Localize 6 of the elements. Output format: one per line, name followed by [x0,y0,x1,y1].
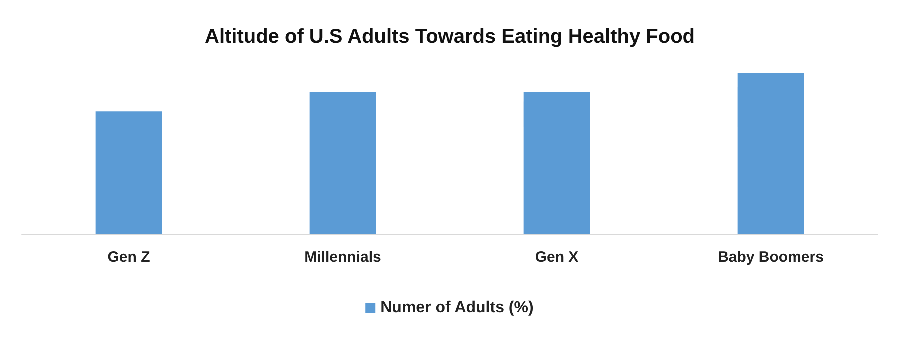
x-tick-label: Gen Z [108,249,150,266]
x-tick-label: Baby Boomers [718,249,824,266]
legend-label: Numer of Adults (%) [380,300,534,316]
chart-title: Altitude of U.S Adults Towards Eating Healthy Food [205,26,695,48]
x-tick-label: Gen X [535,249,579,266]
x-tick-label: Millennials [304,249,382,266]
